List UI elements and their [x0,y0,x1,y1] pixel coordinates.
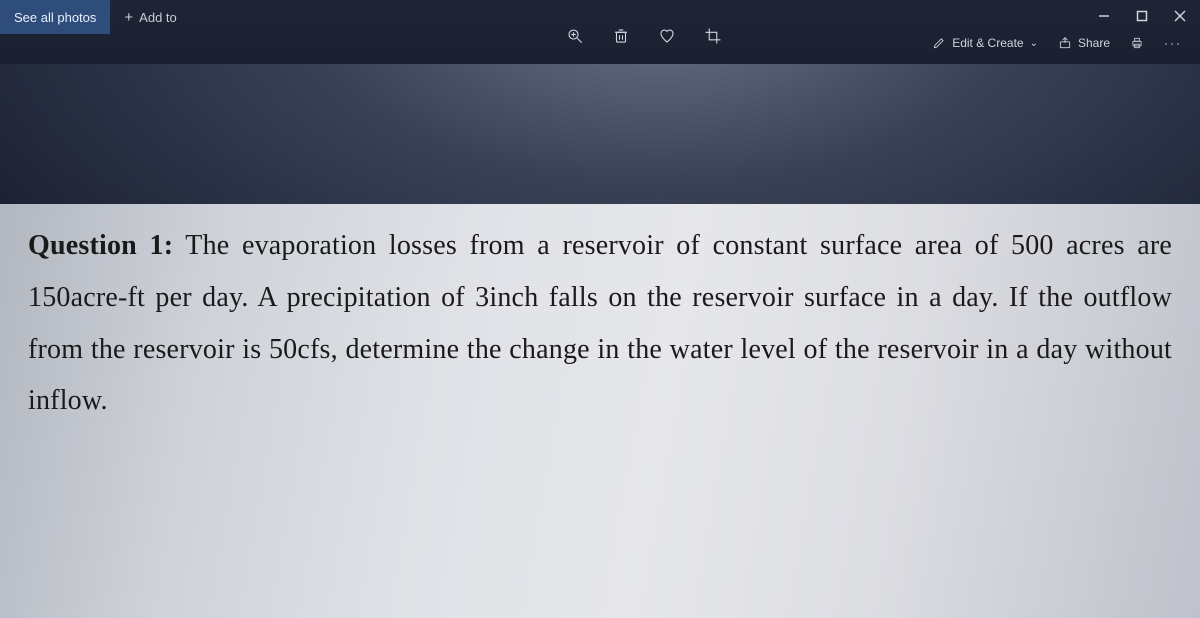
close-button[interactable] [1170,6,1190,26]
crop-icon [704,27,722,45]
see-all-photos-button[interactable]: See all photos [0,0,110,34]
heart-icon [658,27,676,45]
print-button[interactable] [1130,36,1144,50]
question-label: Question 1: [28,230,173,261]
delete-button[interactable] [611,26,631,46]
more-button[interactable]: ··· [1164,36,1182,50]
add-to-label: Add to [139,10,177,25]
trash-icon [612,27,630,45]
plus-icon: + [124,10,133,25]
photo-viewport: Question 1: The evaporation losses from … [0,64,1200,618]
edit-icon [932,36,946,50]
chevron-down-icon: ⌄ [1030,38,1038,49]
minimize-icon [1098,10,1110,22]
zoom-button[interactable] [565,26,585,46]
top-toolbar: See all photos + Add to Edit [0,0,1200,64]
share-button[interactable]: Share [1058,36,1110,50]
edit-create-button[interactable]: Edit & Create ⌄ [932,36,1038,50]
share-label: Share [1078,36,1110,50]
maximize-button[interactable] [1132,6,1152,26]
print-icon [1130,36,1144,50]
maximize-icon [1136,10,1148,22]
right-tool-group: Edit & Create ⌄ Share ··· [932,36,1182,50]
favorite-button[interactable] [657,26,677,46]
add-to-button[interactable]: + Add to [110,0,190,34]
close-icon [1174,10,1186,22]
minimize-button[interactable] [1094,6,1114,26]
see-all-photos-label: See all photos [14,10,96,25]
share-icon [1058,36,1072,50]
edit-create-label: Edit & Create [952,36,1023,50]
question-body: The evaporation losses from a reservoir … [28,230,1172,416]
crop-rotate-button[interactable] [703,26,723,46]
zoom-icon [566,27,584,45]
window-controls [1094,6,1190,26]
question-text: Question 1: The evaporation losses from … [28,220,1172,427]
document-page: Question 1: The evaporation losses from … [0,204,1200,618]
center-tool-group [565,26,723,46]
